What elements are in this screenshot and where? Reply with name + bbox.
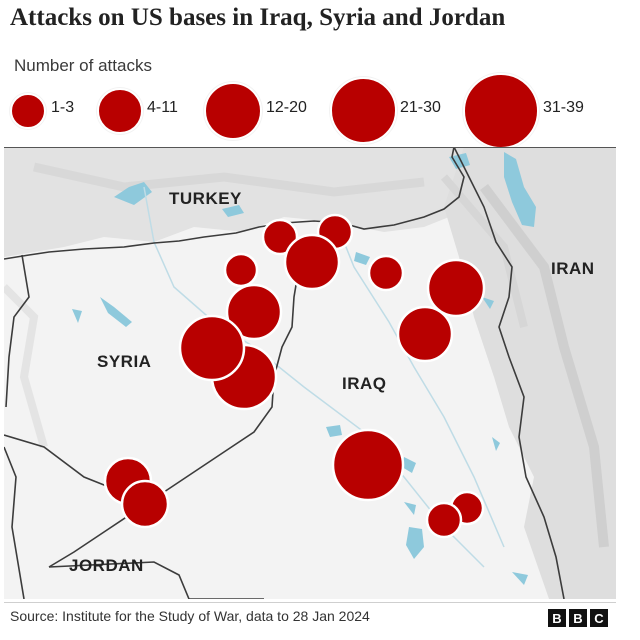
bbc-logo-block: B: [569, 609, 587, 627]
marsh-south-3: [512, 572, 528, 585]
lake-turkey-1: [114, 182, 152, 205]
attack-marker[interactable]: [367, 254, 405, 292]
legend-label: 12-20: [266, 99, 307, 116]
border-iraq-iran: [453, 147, 565, 599]
legend-dot-31-39: [463, 73, 539, 149]
lake-assad: [100, 297, 132, 327]
lake-tharthar: [326, 425, 342, 437]
terrain-ridge-3: [33, 162, 425, 197]
legend-label: 31-39: [543, 99, 584, 116]
size-legend: 1-3 4-11 12-20 21-30 31-39: [0, 73, 640, 149]
legend-dot-21-30: [330, 77, 397, 144]
attack-marker[interactable]: [425, 501, 463, 539]
map-area: TURKEY SYRIA IRAQ IRAN JORDAN: [4, 147, 616, 599]
label-iran: IRAN: [551, 259, 595, 278]
marsh-south-1: [406, 527, 424, 559]
attack-marker[interactable]: [396, 305, 454, 363]
attack-marker[interactable]: [283, 233, 341, 291]
bbc-logo: B B C: [548, 609, 608, 627]
legend-title: Number of attacks: [14, 56, 152, 75]
legend-label: 4-11: [147, 99, 178, 116]
map-title: Attacks on US bases in Iraq, Syria and J…: [10, 4, 506, 31]
bbc-logo-block: B: [548, 609, 566, 627]
attack-marker[interactable]: [223, 252, 259, 288]
label-turkey: TURKEY: [169, 189, 242, 208]
label-syria: SYRIA: [97, 352, 151, 371]
lake-habbaniyah: [402, 457, 416, 473]
footer-rule: [4, 602, 616, 603]
river-tigris: [333, 216, 505, 548]
border-jordan-saudi: [48, 561, 190, 599]
label-jordan: JORDAN: [69, 556, 144, 575]
attack-marker[interactable]: [426, 258, 486, 318]
terrain-ridge-2: [440, 174, 528, 328]
border-syria-west: [5, 254, 30, 408]
lake-urmia: [504, 152, 536, 227]
legend-dot-4-11: [97, 88, 143, 134]
lake-mosul: [354, 252, 370, 265]
lake-razzaza: [404, 502, 416, 515]
lake-van-area: [449, 153, 470, 169]
attack-marker[interactable]: [120, 479, 170, 529]
marsh-south-2: [492, 437, 500, 451]
border-jordan-west: [4, 446, 25, 599]
bbc-logo-block: C: [590, 609, 608, 627]
legend-dot-12-20: [204, 82, 262, 140]
terrain-iran-mountains: [444, 147, 616, 599]
lake-dukan: [482, 297, 494, 309]
terrain-ridge-4: [4, 284, 48, 449]
legend-label: 21-30: [400, 99, 441, 116]
terrain-ridge-1: [480, 184, 609, 548]
attack-marker[interactable]: [331, 428, 405, 502]
attack-markers: [103, 213, 486, 539]
source-note: Source: Institute for the Study of War, …: [10, 608, 370, 624]
lake-homs: [72, 309, 82, 323]
legend-label: 1-3: [51, 99, 75, 116]
legend-dot-1-3: [10, 93, 46, 129]
attack-marker[interactable]: [225, 283, 283, 341]
attack-marker[interactable]: [178, 314, 246, 382]
river-euphrates: [143, 186, 485, 568]
border-syria-iraq: [48, 236, 305, 568]
lake-turkey-2: [222, 205, 244, 217]
label-iraq: IRAQ: [342, 374, 387, 393]
attack-marker[interactable]: [261, 218, 299, 256]
